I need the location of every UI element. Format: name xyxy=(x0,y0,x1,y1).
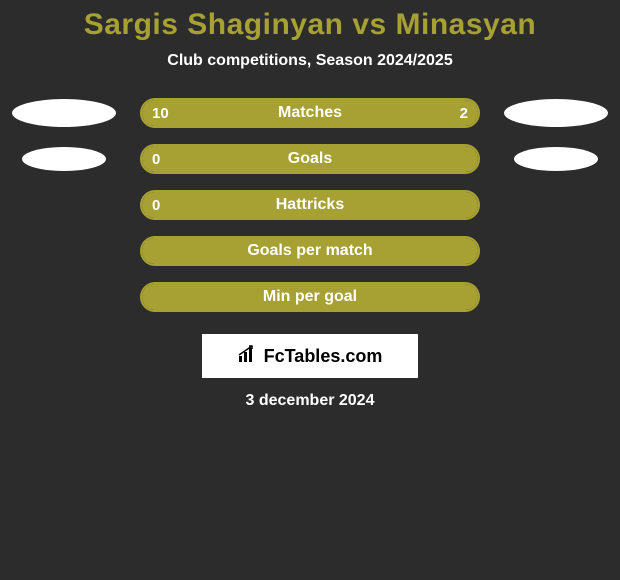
stat-row: Min per goal xyxy=(0,282,620,312)
stat-row: 0Hattricks xyxy=(0,190,620,220)
player-right-marker xyxy=(504,99,608,127)
stat-bar: 0Hattricks xyxy=(140,190,480,220)
stat-label: Hattricks xyxy=(142,196,478,214)
stat-bar: Min per goal xyxy=(140,282,480,312)
stat-rows: 102Matches 0Goals 0Hattricks Goals per matc… xyxy=(0,98,620,312)
comparison-infographic: Sargis Shaginyan vs Minasyan Club compet… xyxy=(0,0,620,410)
date-label: 3 december 2024 xyxy=(0,392,620,410)
stat-label: Goals per match xyxy=(142,242,478,260)
stat-label: Min per goal xyxy=(142,288,478,306)
stat-label: Matches xyxy=(142,104,478,122)
player-left-marker xyxy=(22,147,106,171)
stat-label: Goals xyxy=(142,150,478,168)
chart-subtitle: Club competitions, Season 2024/2025 xyxy=(0,52,620,70)
stat-bar: Goals per match xyxy=(140,236,480,266)
chart-bars-icon xyxy=(238,345,260,368)
player-left-marker xyxy=(12,99,116,127)
player-right-marker xyxy=(514,147,598,171)
stat-bar: 0Goals xyxy=(140,144,480,174)
stat-bar: 102Matches xyxy=(140,98,480,128)
brand-badge: FcTables.com xyxy=(202,334,418,378)
stat-row: 0Goals xyxy=(0,144,620,174)
chart-title: Sargis Shaginyan vs Minasyan xyxy=(0,8,620,42)
stat-row: 102Matches xyxy=(0,98,620,128)
stat-row: Goals per match xyxy=(0,236,620,266)
brand-text: FcTables.com xyxy=(264,346,383,367)
